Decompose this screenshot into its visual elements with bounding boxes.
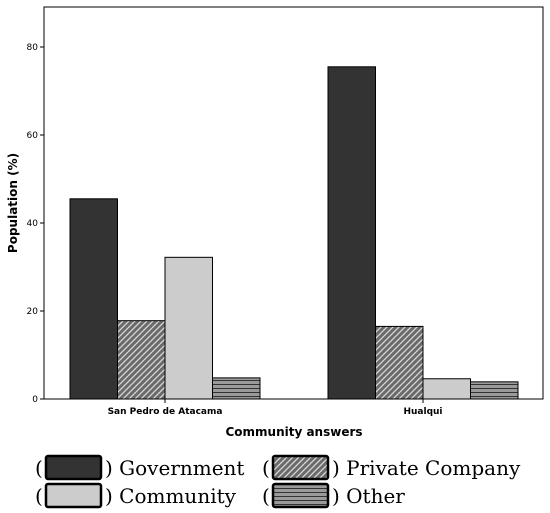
y-axis-title: Population (%) [6, 153, 20, 253]
legend: ( ) Government ( ) Private Company ( ) Commun… [35, 454, 521, 509]
bar-private-company-1 [117, 320, 166, 400]
legend-paren-open: ( [35, 484, 43, 508]
bar-community-2 [422, 378, 471, 400]
legend-label-community: ) Community [105, 484, 237, 508]
legend-label-private-company: ) Private Company [332, 456, 521, 480]
legend-paren-open: ( [35, 456, 43, 480]
x-axis-title: Community answers [225, 425, 362, 439]
legend-paren-open: ( [262, 484, 270, 508]
y-axis: 0 20 40 60 80 [27, 43, 44, 405]
x-tick-label: Hualqui [403, 407, 442, 417]
legend-swatch-community [44, 482, 103, 509]
bar-government-2 [327, 66, 376, 400]
y-tick-label: 40 [27, 219, 39, 229]
legend-swatch-government [44, 454, 103, 481]
y-tick-label: 80 [27, 43, 39, 53]
bar-community-1 [164, 256, 213, 400]
y-tick-label: 60 [27, 131, 39, 141]
bar-other-2 [470, 381, 519, 400]
legend-swatch-other [271, 482, 330, 509]
x-axis: San Pedro de Atacama Hualqui [108, 399, 443, 417]
y-tick-label: 20 [27, 307, 39, 317]
bars-group [69, 66, 519, 400]
legend-swatch-private-company [271, 454, 330, 481]
y-tick-label: 0 [32, 395, 38, 405]
bar-government-1 [69, 198, 118, 400]
legend-label-other: ) Other [332, 484, 405, 508]
legend-label-government: ) Government [105, 456, 244, 480]
bar-private-company-2 [375, 325, 424, 400]
x-tick-label: San Pedro de Atacama [108, 407, 223, 417]
legend-paren-open: ( [262, 456, 270, 480]
bar-other-1 [212, 377, 261, 400]
